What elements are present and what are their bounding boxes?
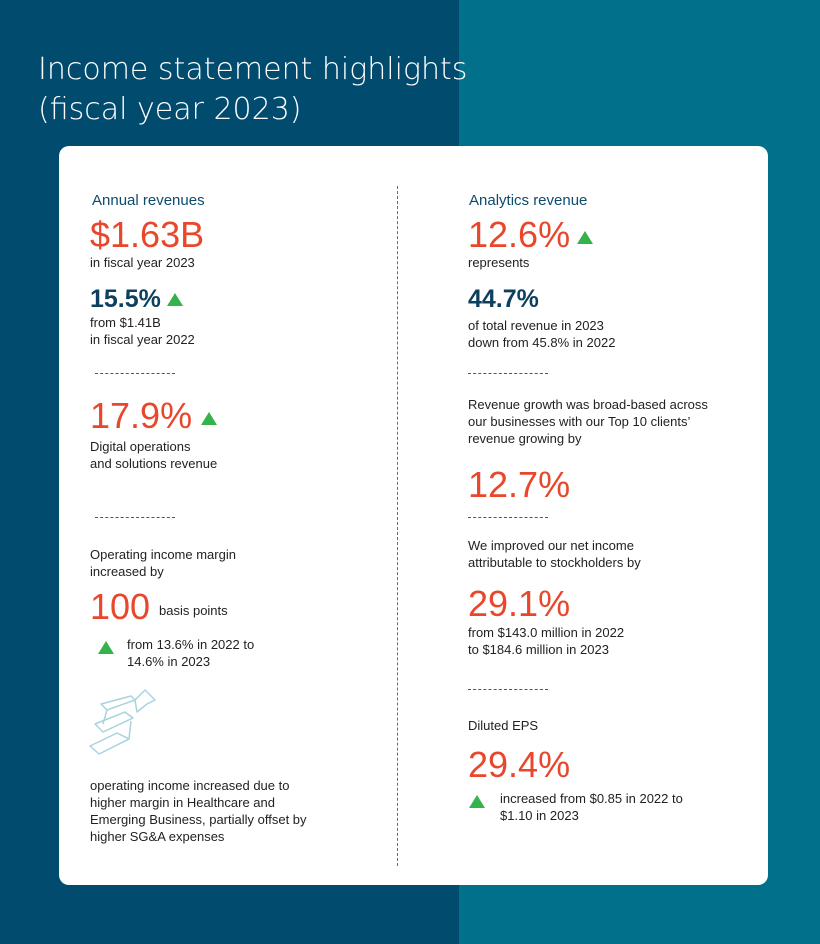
op-margin-value: 100 <box>90 586 151 627</box>
broad-growth-intro-2: our businesses with our Top 10 clients’ <box>468 414 691 429</box>
analytics-revenue-row: 12.6% <box>468 215 593 255</box>
op-income-note-4: higher SG&A expenses <box>90 829 225 844</box>
annual-revenues-label: Annual revenues <box>92 192 205 209</box>
column-divider <box>397 186 398 866</box>
net-income-note-1: from $143.0 million in 2022 <box>468 625 625 640</box>
growth-arrow-icon <box>89 689 156 755</box>
analytics-revenue-value: 12.6% <box>468 214 571 255</box>
highlights-card: Annual revenues $1.63B in fiscal year 20… <box>59 146 768 885</box>
op-income-note-3: Emerging Business, partially offset by <box>90 812 307 827</box>
op-margin-unit: basis points <box>159 603 228 618</box>
title-line-1: Income statement highlights <box>38 52 468 87</box>
diluted-eps-note-2: $1.10 in 2023 <box>500 808 579 823</box>
section-divider <box>95 517 175 518</box>
analytics-share-note-1: of total revenue in 2023 <box>468 318 604 333</box>
up-triangle-icon <box>98 641 114 654</box>
op-margin-intro-2: increased by <box>90 564 164 579</box>
broad-growth-intro-1: Revenue growth was broad-based across <box>468 397 708 412</box>
analytics-share-note-2: down from 45.8% in 2022 <box>468 335 616 350</box>
digital-ops-note-1: Digital operations <box>90 439 191 454</box>
revenue-growth-row: 15.5% <box>90 284 184 314</box>
revenue-growth-note-1: from $1.41B <box>90 315 161 330</box>
section-divider <box>468 517 548 518</box>
op-income-note-2: higher margin in Healthcare and <box>90 795 275 810</box>
broad-growth-intro-3: revenue growing by <box>468 431 582 446</box>
page-title: Income statement highlights (fiscal year… <box>38 50 467 130</box>
section-divider <box>468 689 548 690</box>
net-income-intro-1: We improved our net income <box>468 538 634 553</box>
digital-ops-value: 17.9% <box>90 395 193 436</box>
digital-ops-row: 17.9% <box>90 396 217 436</box>
revenue-growth-note-2: in fiscal year 2022 <box>90 332 195 347</box>
up-triangle-icon <box>167 293 184 306</box>
digital-ops-note-2: and solutions revenue <box>90 456 218 471</box>
up-triangle-icon <box>200 412 217 425</box>
op-margin-note-2: 14.6% in 2023 <box>127 654 211 669</box>
analytics-revenue-label: Analytics revenue <box>469 192 588 209</box>
top10-growth-value: 12.7% <box>468 464 571 505</box>
op-margin-note-1: from 13.6% in 2022 to <box>127 637 255 652</box>
up-triangle-icon <box>576 231 593 244</box>
diluted-eps-label: Diluted EPS <box>468 718 539 733</box>
section-divider <box>468 373 548 374</box>
diluted-eps-note-1: increased from $0.85 in 2022 to <box>500 791 683 806</box>
revenue-growth-value: 15.5% <box>90 285 161 313</box>
analytics-share-value: 44.7% <box>468 285 539 313</box>
section-divider <box>95 373 175 374</box>
net-income-intro-2: attributable to stockholders by <box>468 555 641 570</box>
op-margin-intro-1: Operating income margin <box>90 547 236 562</box>
net-income-value: 29.1% <box>468 583 571 624</box>
annual-revenues-value: $1.63B <box>90 214 205 255</box>
diluted-eps-value: 29.4% <box>468 744 571 785</box>
net-income-note-2: to $184.6 million in 2023 <box>468 642 609 657</box>
op-income-note-1: operating income increased due to <box>90 778 290 793</box>
up-triangle-icon <box>469 795 485 808</box>
annual-revenues-note: in fiscal year 2023 <box>90 255 195 270</box>
analytics-revenue-note: represents <box>468 255 530 270</box>
title-line-2: (fiscal year 2023) <box>38 92 302 127</box>
